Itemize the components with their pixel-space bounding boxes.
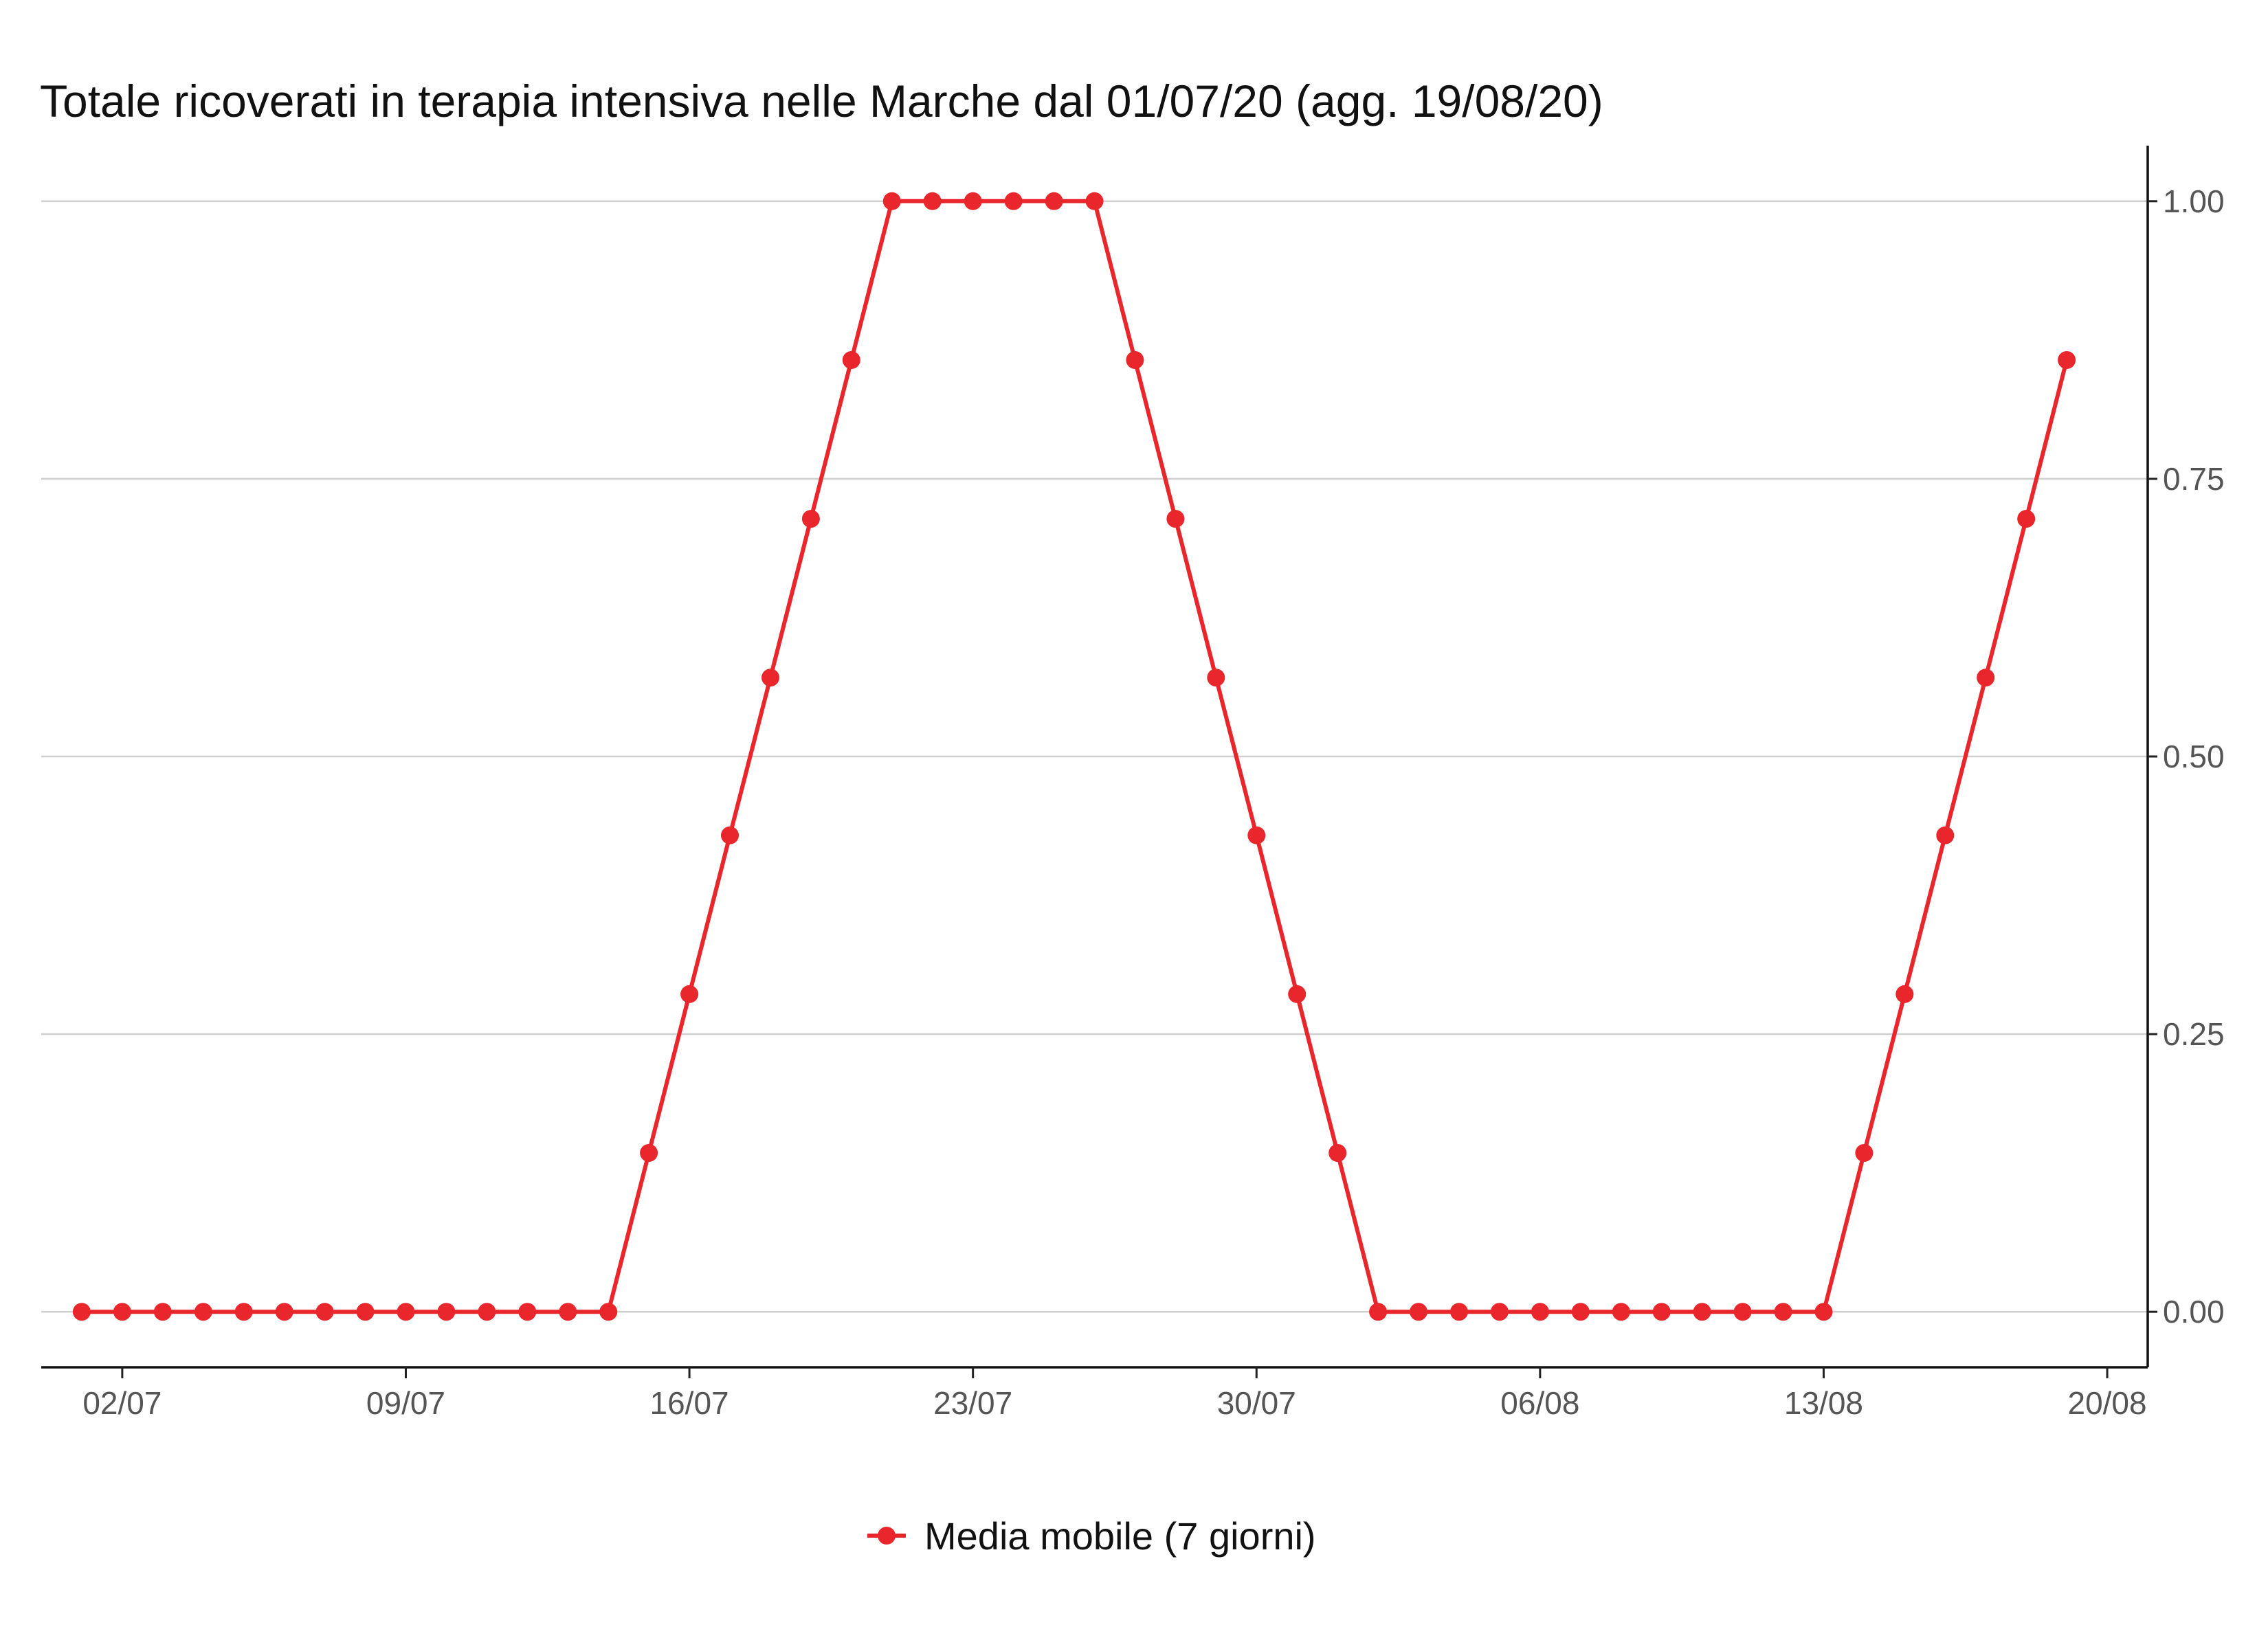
gridlines — [41, 200, 2148, 1313]
data-point — [1450, 1303, 1468, 1321]
y-tick-label: 0.25 — [2163, 1016, 2225, 1052]
data-point — [923, 192, 942, 210]
data-point — [640, 1144, 658, 1162]
y-tick-label: 0.75 — [2163, 461, 2225, 497]
data-point — [1855, 1144, 1874, 1162]
x-tick-label: 09/07 — [366, 1385, 445, 1421]
data-point — [1288, 985, 1307, 1003]
data-point — [842, 351, 860, 369]
legend-marker-swatch — [878, 1527, 896, 1545]
data-point — [721, 826, 739, 844]
y-tick-label: 0.50 — [2163, 739, 2225, 774]
data-point — [2017, 510, 2036, 528]
data-point — [1410, 1303, 1427, 1321]
data-point — [1895, 985, 1914, 1003]
data-point — [153, 1303, 172, 1321]
x-tick-label: 20/08 — [2067, 1385, 2146, 1421]
data-point — [761, 669, 779, 687]
data-point — [1693, 1303, 1711, 1321]
data-point — [801, 510, 820, 528]
data-point — [1126, 351, 1144, 369]
data-point — [1977, 669, 1995, 687]
data-point — [437, 1303, 456, 1321]
data-point — [964, 192, 982, 210]
data-point — [72, 1303, 91, 1321]
data-point — [1085, 192, 1104, 210]
data-point — [478, 1303, 496, 1321]
data-point — [882, 192, 901, 210]
data-point — [1774, 1303, 1792, 1321]
data-point — [1733, 1303, 1752, 1321]
data-point — [315, 1303, 334, 1321]
data-point — [1571, 1303, 1590, 1321]
data-point — [1936, 826, 1955, 844]
data-point — [1207, 669, 1225, 687]
data-point — [1004, 192, 1023, 210]
data-point — [1531, 1303, 1549, 1321]
data-point — [1652, 1303, 1671, 1321]
data-point — [518, 1303, 537, 1321]
data-point — [1369, 1303, 1388, 1321]
data-point — [1814, 1303, 1833, 1321]
x-tick-label: 02/07 — [82, 1385, 162, 1421]
x-tick-label: 13/08 — [1784, 1385, 1863, 1421]
data-point — [680, 985, 699, 1003]
data-point — [1045, 192, 1063, 210]
data-point — [1247, 826, 1266, 844]
data-point — [2058, 351, 2076, 369]
y-axis-ticks: 0.00 0.25 0.50 0.75 1.00 — [2148, 183, 2225, 1330]
data-point — [559, 1303, 577, 1321]
data-point — [113, 1303, 131, 1321]
data-point — [1328, 1144, 1347, 1162]
data-point — [194, 1303, 212, 1321]
data-point — [356, 1303, 375, 1321]
data-point — [397, 1303, 415, 1321]
data-point — [1490, 1303, 1509, 1321]
legend: Media mobile (7 giorni) — [867, 1514, 1316, 1558]
data-point — [599, 1303, 618, 1321]
data-point — [1612, 1303, 1630, 1321]
data-point — [234, 1303, 253, 1321]
x-tick-label: 30/07 — [1217, 1385, 1296, 1421]
series-media-mobile — [72, 192, 2076, 1321]
x-tick-label: 16/07 — [650, 1385, 729, 1421]
y-tick-label: 1.00 — [2163, 183, 2225, 219]
legend-label: Media mobile (7 giorni) — [924, 1514, 1316, 1558]
y-tick-label: 0.00 — [2163, 1294, 2225, 1330]
chart-title: Totale ricoverati in terapia intensiva n… — [40, 76, 1603, 126]
x-tick-label: 23/07 — [933, 1385, 1012, 1421]
data-point — [275, 1303, 293, 1321]
x-tick-label: 06/08 — [1500, 1385, 1579, 1421]
data-point — [1166, 510, 1185, 528]
x-axis-ticks: 02/07 09/07 16/07 23/07 30/07 06/08 13/08 20/08 — [82, 1367, 2147, 1421]
